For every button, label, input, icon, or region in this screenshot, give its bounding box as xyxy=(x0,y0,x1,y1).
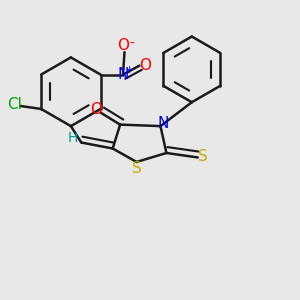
Text: S: S xyxy=(198,149,208,164)
Text: S: S xyxy=(132,161,141,176)
Text: +: + xyxy=(124,65,134,75)
Text: N: N xyxy=(158,116,169,130)
Text: O: O xyxy=(90,102,102,117)
Text: O: O xyxy=(139,58,151,73)
Text: N: N xyxy=(117,67,129,82)
Text: O: O xyxy=(117,38,129,53)
Text: -: - xyxy=(130,37,134,51)
Text: Cl: Cl xyxy=(8,97,22,112)
Text: H: H xyxy=(67,131,77,145)
